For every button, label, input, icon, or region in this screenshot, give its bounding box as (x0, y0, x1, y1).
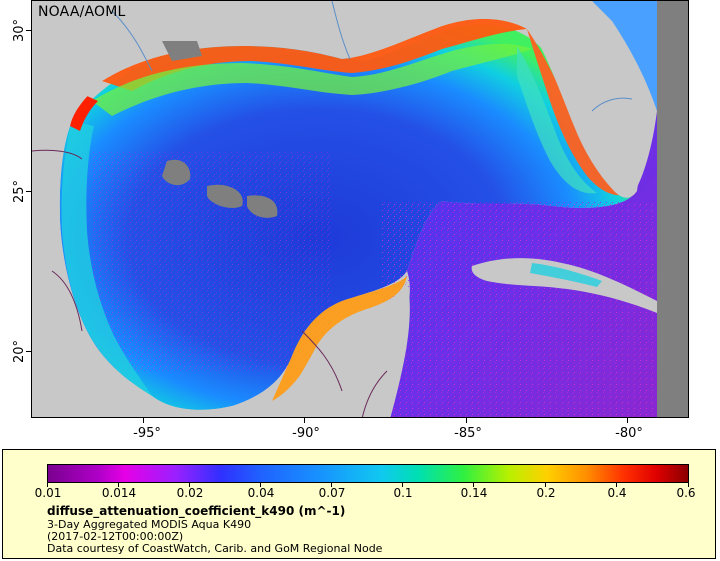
florida-shelf-green (517, 46, 597, 194)
colorbar-tick (402, 483, 403, 487)
no-data-patch (207, 184, 243, 208)
colorbar-tick (260, 483, 261, 487)
colorbar-tick (331, 483, 332, 487)
colorbar-label: 0.2 (536, 486, 556, 500)
gulf-speckle (92, 151, 332, 371)
river-line (111, 10, 153, 72)
legend-variable-title: diffuse_attenuation_coefficient_k490 (m^… (47, 504, 346, 518)
y-axis-tick (26, 30, 31, 31)
y-tick-label-30: 30° (12, 18, 27, 42)
colorbar-tick (189, 483, 190, 487)
river-line (331, 1, 351, 60)
colorbar-label: 0.4 (607, 486, 627, 500)
florida-land (532, 1, 639, 198)
x-axis-tick (304, 418, 305, 423)
no-data-strip (657, 1, 688, 417)
border-line (361, 370, 388, 417)
y-axis-tick (26, 191, 31, 192)
colorbar-tick (545, 483, 546, 487)
x-tick-label-80w: -80° (615, 426, 643, 441)
texas-coast-band (70, 96, 98, 131)
x-axis-tick (143, 418, 144, 423)
no-data-patch (162, 159, 191, 186)
northern-coast-band (102, 18, 527, 91)
x-tick-label-95w: -95° (133, 426, 161, 441)
cuba-land (471, 258, 657, 313)
y-axis-tick (26, 351, 31, 352)
colorbar-tick (616, 483, 617, 487)
border-line (51, 270, 83, 332)
colorbar-tick (688, 483, 689, 487)
western-coast-band (61, 121, 152, 396)
x-tick-label-85w: -85° (454, 426, 482, 441)
caribbean-speckle (382, 201, 657, 417)
cuba-coastal-band (530, 263, 602, 287)
river-line (591, 97, 633, 112)
mexico-land (32, 1, 532, 417)
florida-west-coast-band (527, 29, 627, 196)
colorbar-label: 0.04 (247, 486, 275, 500)
colorbar-tick (118, 483, 119, 487)
colorbar-label: 0.14 (460, 486, 488, 500)
credit-label: NOAA/AOML (38, 4, 126, 20)
legend-product: 3-Day Aggregated MODIS Aqua K490 (47, 518, 252, 531)
northern-coast-green (92, 43, 532, 116)
colorbar-label: 0.1 (393, 486, 413, 500)
y-tick-label-20: 20° (12, 339, 27, 363)
no-data-patch (247, 195, 278, 218)
k490-map-image (32, 1, 688, 417)
colorbar (47, 464, 689, 483)
x-axis-tick (466, 418, 467, 423)
colorbar-label: 0.01 (34, 486, 62, 500)
y-tick-label-25: 25° (12, 179, 27, 203)
map-panel (31, 0, 689, 418)
colorbar-label: 0.02 (176, 486, 204, 500)
no-data-patch (162, 41, 202, 61)
yucatan-coast-band (272, 276, 407, 401)
atlantic-water (592, 1, 657, 111)
border-line (32, 149, 83, 160)
colorbar-label: 0.014 (101, 486, 137, 500)
legend-time: (2017-02-12T00:00:00Z) (47, 530, 184, 543)
x-tick-label-90w: -90° (292, 426, 320, 441)
x-axis-tick (627, 418, 628, 423)
colorbar-label: 0.07 (318, 486, 346, 500)
colorbar-label: 0.6 (676, 486, 696, 500)
border-line (301, 330, 343, 392)
colorbar-tick (47, 483, 48, 487)
legend-courtesy: Data courtesy of CoastWatch, Carib. and … (47, 542, 383, 555)
colorbar-tick (473, 483, 474, 487)
